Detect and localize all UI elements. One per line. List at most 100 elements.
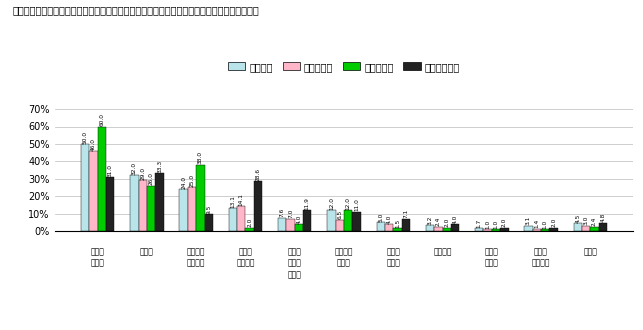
Text: 7.0: 7.0 <box>288 209 293 218</box>
Text: 人　事: 人 事 <box>288 259 302 268</box>
Text: 生　産: 生 産 <box>91 259 105 268</box>
Text: 50.0: 50.0 <box>83 130 87 144</box>
Bar <box>492 229 500 231</box>
Text: 4.0: 4.0 <box>386 214 392 224</box>
Text: 46.0: 46.0 <box>91 138 96 150</box>
Text: 33.3: 33.3 <box>157 159 162 173</box>
Text: 38.0: 38.0 <box>198 151 203 164</box>
Text: 営　業: 営 業 <box>140 248 154 257</box>
Bar <box>237 207 246 231</box>
Text: 研究開発: 研究開発 <box>335 248 353 257</box>
Text: 販　売: 販 売 <box>239 248 253 257</box>
Text: 28.6: 28.6 <box>255 168 260 181</box>
Text: 仕　入: 仕 入 <box>485 259 499 268</box>
Bar <box>204 214 213 231</box>
Text: 3.2: 3.2 <box>428 216 433 225</box>
Bar <box>81 144 89 231</box>
Bar <box>385 224 394 231</box>
Bar <box>278 218 286 231</box>
Text: 4.5: 4.5 <box>575 214 580 223</box>
Bar <box>294 224 303 231</box>
Bar <box>402 219 410 231</box>
Bar <box>98 126 106 231</box>
Text: 4.8: 4.8 <box>601 213 605 222</box>
Bar <box>574 223 582 231</box>
Bar <box>549 227 557 231</box>
Bar <box>336 220 344 231</box>
Text: 経営企画: 経営企画 <box>433 248 452 257</box>
Bar <box>139 181 147 231</box>
Text: 現　業: 現 業 <box>91 248 105 257</box>
Text: 1.7: 1.7 <box>476 218 482 228</box>
Text: 1.0: 1.0 <box>543 220 548 229</box>
Text: 9.5: 9.5 <box>206 205 212 214</box>
Bar <box>131 175 139 231</box>
Text: 1.0: 1.0 <box>493 220 498 229</box>
Bar <box>303 210 311 231</box>
Text: その他: その他 <box>583 248 597 257</box>
Text: 7.1: 7.1 <box>403 209 408 218</box>
Bar <box>106 177 114 231</box>
Text: 25.0: 25.0 <box>190 174 195 187</box>
Bar <box>599 223 607 231</box>
Text: 29.0: 29.0 <box>140 167 145 180</box>
Bar <box>229 208 237 231</box>
Text: 7.6: 7.6 <box>280 208 285 217</box>
Bar <box>590 227 599 231</box>
Text: 総　務: 総 務 <box>288 248 302 257</box>
Text: 1.4: 1.4 <box>534 219 539 228</box>
Bar <box>582 226 590 231</box>
Text: 11.9: 11.9 <box>305 197 310 210</box>
Text: 情　報: 情 報 <box>534 248 548 257</box>
Text: 24.0: 24.0 <box>181 176 186 189</box>
Text: 3.0: 3.0 <box>584 216 588 225</box>
Bar <box>179 189 188 231</box>
Text: 60.0: 60.0 <box>100 113 104 126</box>
Bar <box>500 227 509 231</box>
Bar <box>286 219 294 231</box>
Text: 26.0: 26.0 <box>149 172 154 185</box>
Bar <box>188 187 196 231</box>
Text: 1.5: 1.5 <box>395 219 400 228</box>
Text: 労　務: 労 務 <box>288 270 302 279</box>
Bar <box>524 226 532 231</box>
Text: 12.0: 12.0 <box>346 197 350 210</box>
Text: 11.0: 11.0 <box>354 199 359 212</box>
Bar <box>394 228 402 231</box>
Text: 設　計: 設 計 <box>337 259 351 268</box>
Legend: 全　　国, 島根県　計, 製造業　計, 非製造業　計: 全 国, 島根県 計, 製造業 計, 非製造業 計 <box>224 58 464 76</box>
Text: 図　従業員が不足している職種・部門　地域別、産業別（島根県計を基準に降順で並び替え）: 図 従業員が不足している職種・部門 地域別、産業別（島根県計を基準に降順で並び替… <box>13 5 260 15</box>
Text: 2.0: 2.0 <box>247 218 252 227</box>
Text: 13.1: 13.1 <box>230 195 235 208</box>
Bar <box>89 151 98 231</box>
Bar <box>344 210 352 231</box>
Bar <box>327 210 336 231</box>
Text: 2.0: 2.0 <box>502 218 507 227</box>
Text: 生産技術: 生産技術 <box>187 259 206 268</box>
Bar <box>196 165 204 231</box>
Text: 4.0: 4.0 <box>453 214 458 224</box>
Bar <box>147 186 156 231</box>
Bar <box>426 225 434 231</box>
Text: システム: システム <box>532 259 550 268</box>
Text: 14.1: 14.1 <box>239 193 244 206</box>
Text: 6.5: 6.5 <box>338 210 342 219</box>
Text: 3.1: 3.1 <box>526 216 531 225</box>
Text: 5.0: 5.0 <box>378 213 383 222</box>
Bar <box>377 222 385 231</box>
Text: 31.0: 31.0 <box>108 164 113 177</box>
Text: 2.0: 2.0 <box>444 218 449 227</box>
Text: 2.0: 2.0 <box>551 218 556 227</box>
Text: 2.4: 2.4 <box>592 217 597 226</box>
Text: 財　務: 財 務 <box>386 248 400 257</box>
Text: 購　買: 購 買 <box>485 248 499 257</box>
Bar <box>451 224 459 231</box>
Text: 生産管理: 生産管理 <box>187 248 206 257</box>
Bar <box>532 229 541 231</box>
Text: 4.0: 4.0 <box>296 214 302 224</box>
Text: 12.0: 12.0 <box>329 197 334 210</box>
Text: 経　理: 経 理 <box>386 259 400 268</box>
Bar <box>541 229 549 231</box>
Bar <box>352 212 361 231</box>
Bar <box>254 181 262 231</box>
